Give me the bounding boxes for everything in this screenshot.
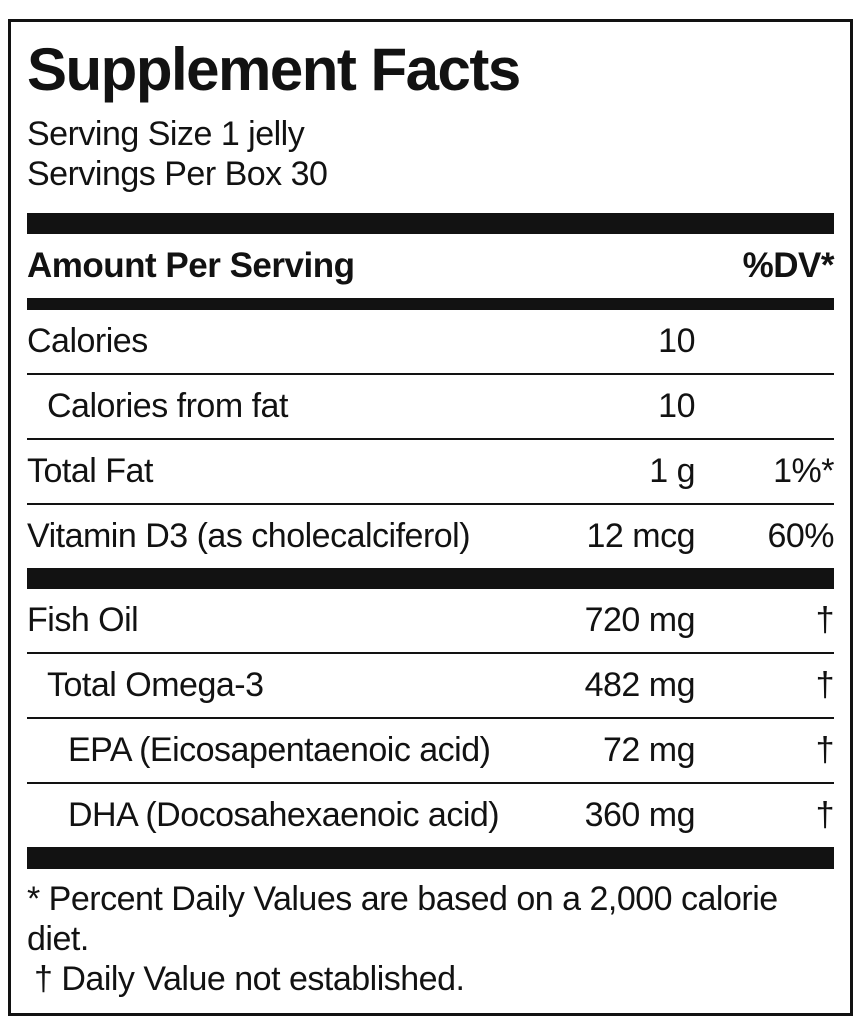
amount-per-serving-header: Amount Per Serving (27, 246, 355, 285)
footnote-dagger: † Daily Value not established. (34, 960, 465, 998)
row-name: Vitamin D3 (as cholecalciferol) (27, 517, 471, 555)
row-amount: 1 g (649, 452, 695, 490)
row-name: Calories (27, 322, 148, 360)
header-divider (27, 298, 834, 310)
table-row-dha: DHA (Docosahexaenoic acid) 360 mg † (27, 784, 835, 847)
row-dv: † (815, 601, 835, 639)
row-separator (27, 503, 834, 505)
table-row-total-omega-3: Total Omega-3 482 mg † (27, 654, 835, 717)
section-divider-top (27, 213, 834, 234)
row-separator (27, 652, 834, 654)
row-name: Total Omega-3 (47, 666, 264, 704)
serving-info: Serving Size 1 jelly Servings Per Box 30 (27, 114, 834, 194)
row-amount: 72 mg (603, 731, 696, 769)
row-amount: 10 (658, 322, 695, 360)
section-divider-middle (27, 568, 834, 589)
table-row-vitamin-d3: Vitamin D3 (as cholecalciferol) 12 mcg 6… (27, 505, 835, 568)
servings-per-box-text: Servings Per Box 30 (27, 155, 328, 193)
row-dv: 60% (767, 517, 834, 555)
row-name: Calories from fat (47, 387, 288, 425)
table-row-epa: EPA (Eicosapentaenoic acid) 72 mg † (27, 719, 835, 782)
row-dv: † (815, 796, 835, 834)
footnote-percent-dv: * Percent Daily Values are based on a 2,… (27, 880, 778, 958)
serving-size-text: Serving Size 1 jelly (27, 115, 305, 153)
row-separator (27, 782, 834, 784)
row-dv: † (815, 666, 835, 704)
row-amount: 360 mg (584, 796, 696, 834)
row-amount: 482 mg (584, 666, 696, 704)
row-separator (27, 438, 834, 440)
row-dv: 1%* (773, 452, 834, 490)
row-separator (27, 717, 834, 719)
table-row-total-fat: Total Fat 1 g 1%* (27, 440, 835, 503)
footnotes: * Percent Daily Values are based on a 2,… (27, 879, 834, 999)
row-dv: † (815, 731, 835, 769)
percent-dv-header: %DV* (742, 246, 835, 285)
supplement-facts-label: Supplement Facts Serving Size 1 jelly Se… (8, 19, 853, 1016)
row-name: DHA (Docosahexaenoic acid) (68, 796, 500, 834)
row-separator (27, 373, 834, 375)
table-row-calories-from-fat: Calories from fat 10 (27, 375, 834, 438)
row-name: EPA (Eicosapentaenoic acid) (68, 731, 491, 769)
table-row-calories: Calories 10 (27, 310, 834, 373)
section-divider-bottom (27, 847, 834, 869)
label-title: Supplement Facts (27, 36, 521, 103)
row-amount: 12 mcg (586, 517, 696, 555)
table-row-fish-oil: Fish Oil 720 mg † (27, 589, 835, 652)
row-name: Fish Oil (27, 601, 139, 639)
column-header-row: Amount Per Serving %DV* (27, 234, 835, 298)
row-name: Total Fat (27, 452, 153, 490)
row-amount: 720 mg (584, 601, 696, 639)
row-amount: 10 (658, 387, 695, 425)
